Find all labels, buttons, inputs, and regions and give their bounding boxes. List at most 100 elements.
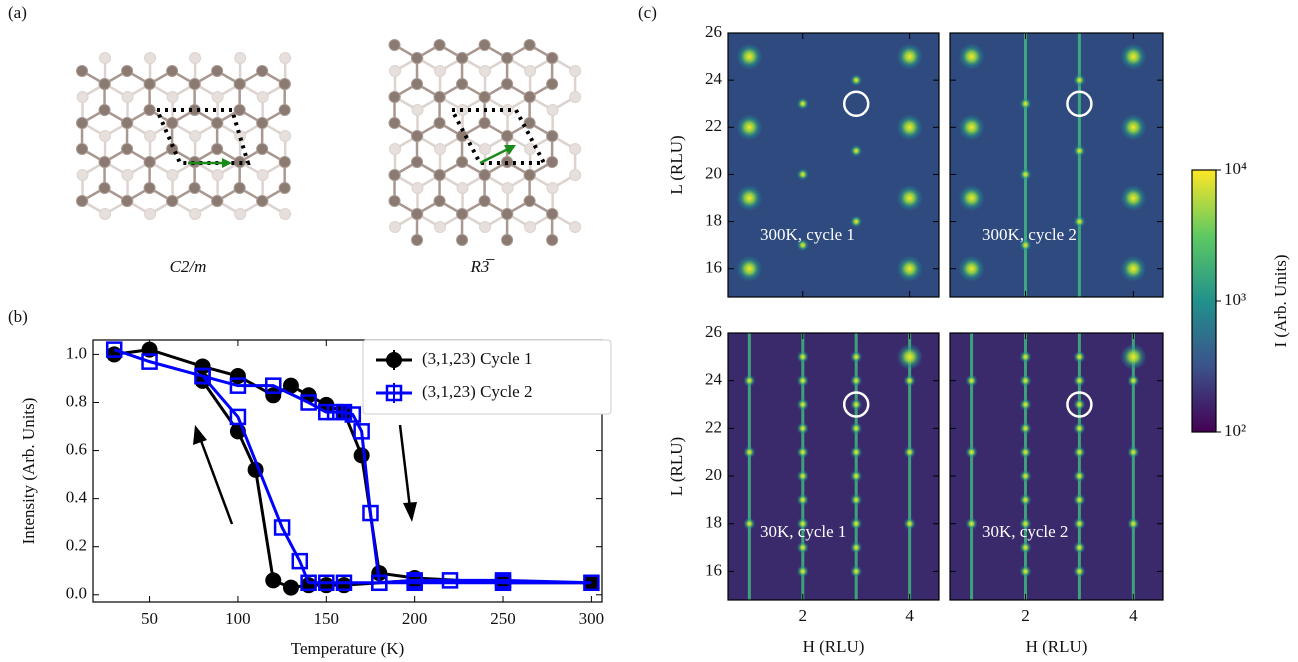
atom: [121, 65, 134, 77]
atom: [121, 91, 134, 103]
y-tick-label: 1.0: [66, 343, 87, 362]
peak: [958, 114, 985, 141]
image-frame: [727, 32, 940, 298]
peak: [796, 493, 809, 506]
peak: [796, 541, 809, 554]
peak: [1019, 517, 1032, 530]
atom: [524, 143, 537, 155]
atom: [456, 156, 469, 168]
colorbar-label: I (Arb. Units): [1271, 254, 1290, 347]
peak: [796, 398, 809, 411]
atom: [389, 221, 401, 233]
image-background: [728, 333, 939, 600]
panel-text: 30K, cycle 2: [982, 522, 1068, 541]
peak: [1019, 398, 1032, 411]
atom: [99, 208, 112, 220]
atom: [143, 182, 156, 194]
y-tick-label: 24: [705, 370, 723, 389]
data-point: [273, 519, 291, 536]
atom: [279, 208, 292, 220]
peak: [1073, 470, 1086, 483]
atom: [569, 65, 582, 77]
atom: [523, 91, 536, 103]
panel-label: (a): [8, 3, 27, 22]
data-point: [406, 574, 423, 592]
data-point: [105, 341, 123, 358]
atom: [546, 156, 559, 168]
atom: [256, 195, 269, 207]
atom: [479, 65, 492, 77]
atom: [188, 78, 201, 90]
atom: [478, 169, 491, 181]
atom: [233, 182, 246, 194]
atom: [501, 182, 514, 194]
peak: [850, 374, 863, 387]
atom: [99, 52, 112, 64]
peak: [1073, 493, 1086, 506]
peak: [1073, 144, 1086, 157]
data-point: [353, 423, 370, 440]
lattice-label: R3̅: [470, 257, 496, 276]
atom: [478, 117, 491, 129]
peak: [965, 517, 978, 530]
atom: [166, 169, 179, 181]
peak: [850, 144, 863, 157]
data-point: [326, 403, 344, 421]
y-tick-label: 18: [705, 513, 722, 532]
peak: [850, 493, 863, 506]
data-point: [318, 574, 335, 592]
panel-label: (b): [8, 307, 28, 326]
atom: [523, 195, 536, 207]
colorbar-tick-label: 10²: [1224, 421, 1246, 440]
atom: [256, 169, 269, 181]
atom: [98, 182, 111, 194]
peak: [1019, 374, 1032, 387]
peak: [1019, 470, 1032, 483]
data-point: [300, 574, 317, 592]
panel-label: (c): [638, 3, 657, 22]
peak: [736, 43, 763, 70]
atom: [546, 182, 559, 194]
atom: [569, 169, 582, 181]
arrow-head: [403, 502, 417, 522]
atom: [256, 143, 269, 155]
atom: [76, 91, 89, 103]
peak: [850, 398, 863, 411]
peak: [1073, 565, 1086, 578]
peak: [965, 374, 978, 387]
colorbar-tick-label: 10³: [1224, 290, 1246, 309]
atom: [256, 65, 269, 77]
peak: [896, 343, 923, 370]
x-tick-label: 4: [1129, 606, 1138, 625]
atom: [434, 65, 447, 77]
atom: [189, 130, 202, 142]
image-frame: [727, 332, 940, 601]
peak: [736, 255, 763, 282]
atom: [546, 78, 559, 90]
lattice-label: C2/m: [170, 257, 207, 276]
peak: [1073, 446, 1086, 459]
peak: [796, 517, 809, 530]
atom: [523, 39, 536, 51]
atom: [98, 104, 111, 116]
legend-box: [362, 339, 612, 415]
y-axis-label: L (RLU): [667, 437, 686, 496]
atom: [211, 143, 224, 155]
atom: [211, 65, 224, 77]
atom: [278, 78, 291, 90]
peak: [958, 255, 985, 282]
atom: [76, 117, 89, 129]
atom: [569, 143, 582, 155]
peak: [1019, 422, 1032, 435]
atom: [121, 117, 134, 129]
y-tick-label: 0.4: [66, 488, 88, 507]
atom: [479, 221, 492, 233]
atom: [211, 169, 224, 181]
atom: [411, 182, 424, 194]
peak: [958, 43, 985, 70]
peak: [1120, 114, 1147, 141]
peak: [1120, 343, 1147, 370]
y-tick-label: 24: [705, 69, 723, 88]
data-point: [229, 377, 247, 394]
